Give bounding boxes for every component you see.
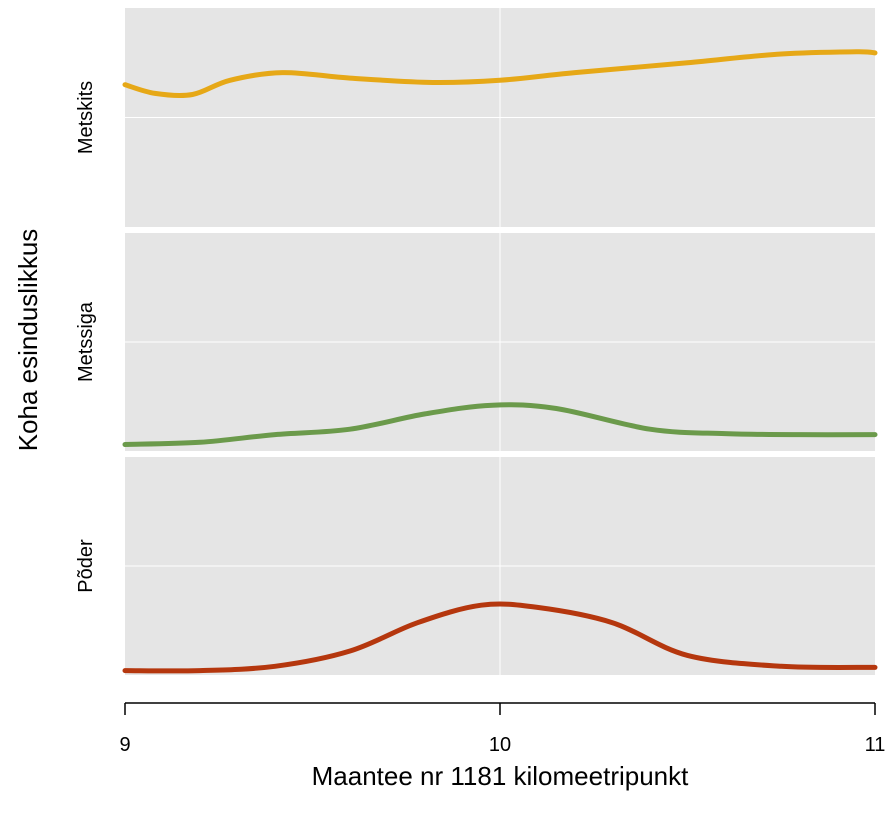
y-axis-label: Koha esinduslikkus	[13, 229, 43, 452]
series-line-põder	[122, 601, 878, 674]
panel-label: Metskits	[75, 81, 97, 154]
panel-label: Põder	[75, 539, 97, 593]
panel-põder: Põder	[75, 457, 878, 675]
series-line-metssiga	[122, 402, 878, 447]
panel-label: Metssiga	[75, 301, 97, 382]
x-axis-label: Maantee nr 1181 kilomeetripunkt	[312, 761, 690, 791]
panel-metskits: Metskits	[75, 8, 878, 227]
x-tick-label: 11	[865, 734, 886, 756]
series-line-metskits	[122, 49, 878, 99]
panel-metssiga: Metssiga	[75, 233, 878, 451]
x-tick-label: 9	[119, 734, 130, 756]
x-tick-label: 10	[489, 734, 511, 756]
